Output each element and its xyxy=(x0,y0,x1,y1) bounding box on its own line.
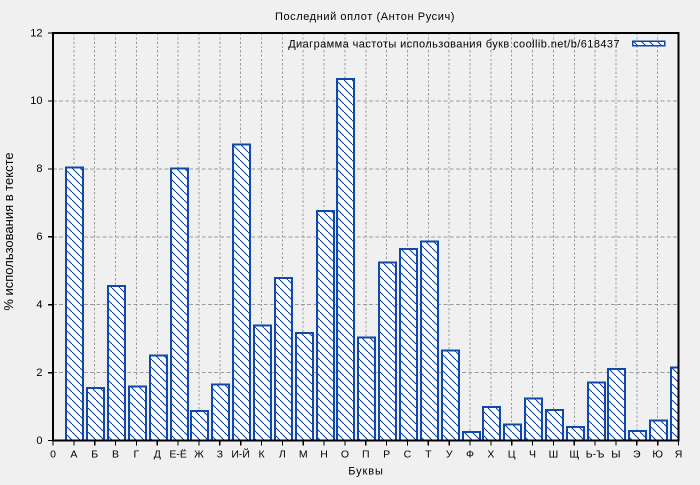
svg-text:В: В xyxy=(112,449,119,461)
svg-text:Э: Э xyxy=(633,449,641,461)
svg-text:П: П xyxy=(362,449,370,461)
svg-text:Я: Я xyxy=(675,449,683,461)
svg-text:Ф: Ф xyxy=(466,449,474,461)
svg-text:Диаграмма частоты использовани: Диаграмма частоты использования букв coo… xyxy=(288,38,620,50)
svg-text:Д: Д xyxy=(154,449,161,461)
svg-text:Ю: Ю xyxy=(652,449,663,461)
svg-text:И-Й: И-Й xyxy=(231,448,250,461)
svg-text:6: 6 xyxy=(36,231,42,243)
svg-text:Щ: Щ xyxy=(569,449,579,461)
svg-text:С: С xyxy=(404,449,412,461)
svg-text:Л: Л xyxy=(279,449,286,461)
svg-text:Е-Ё: Е-Ё xyxy=(169,449,187,461)
svg-text:% использования в тексте: % использования в тексте xyxy=(1,152,16,310)
svg-text:0: 0 xyxy=(36,435,42,447)
svg-text:М: М xyxy=(299,449,308,461)
svg-text:З: З xyxy=(217,449,223,461)
svg-text:Ь-Ъ: Ь-Ъ xyxy=(586,449,605,461)
svg-text:Последний оплот (Антон Русич): Последний оплот (Антон Русич) xyxy=(275,11,455,23)
svg-text:Ц: Ц xyxy=(508,449,516,461)
svg-text:12: 12 xyxy=(30,27,42,39)
svg-text:Г: Г xyxy=(134,449,140,461)
svg-text:У: У xyxy=(446,449,453,461)
svg-text:Н: Н xyxy=(320,449,328,461)
svg-text:Р: Р xyxy=(383,449,390,461)
svg-text:0: 0 xyxy=(50,449,56,461)
svg-text:Ш: Ш xyxy=(549,449,559,461)
svg-text:Ж: Ж xyxy=(194,449,204,461)
svg-text:Б: Б xyxy=(91,449,98,461)
svg-text:Х: Х xyxy=(487,449,494,461)
svg-text:Т: Т xyxy=(425,449,432,461)
svg-text:Ы: Ы xyxy=(611,449,620,461)
svg-text:Ч: Ч xyxy=(529,449,536,461)
svg-text:2: 2 xyxy=(36,367,42,379)
svg-text:8: 8 xyxy=(36,163,42,175)
svg-text:10: 10 xyxy=(30,95,42,107)
svg-text:О: О xyxy=(341,449,349,461)
svg-text:Буквы: Буквы xyxy=(348,466,384,478)
svg-text:К: К xyxy=(258,449,265,461)
svg-text:А: А xyxy=(70,449,77,461)
svg-text:4: 4 xyxy=(36,299,42,311)
